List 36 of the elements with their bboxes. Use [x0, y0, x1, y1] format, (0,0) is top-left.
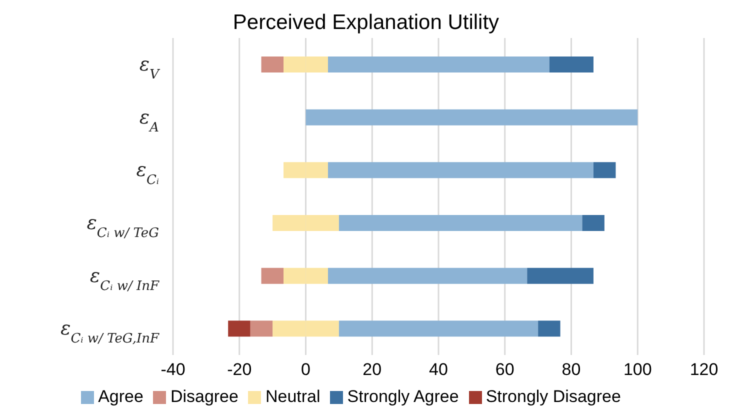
x-tick-label: 40: [429, 360, 448, 380]
bar: [328, 268, 528, 284]
x-tick-label: -20: [227, 360, 252, 380]
y-tick-label: ε$_{Cᵢ}$: [136, 159, 160, 188]
bar: [306, 109, 638, 126]
bar: [593, 162, 616, 178]
x-tick-label: 20: [362, 360, 382, 380]
legend-label: Neutral: [265, 387, 320, 406]
legend-label: Agree: [98, 387, 144, 406]
chart-title: Perceived Explanation Utility: [232, 10, 500, 36]
legend-label: Disagree: [170, 387, 238, 406]
bar: [328, 162, 594, 178]
x-tick-label: 0: [301, 360, 310, 380]
bar: [582, 214, 604, 231]
y-tick-label: ε$_{A}$: [139, 106, 159, 135]
bar: [328, 56, 550, 72]
bar: [538, 320, 560, 337]
x-tick-label: 100: [623, 360, 652, 380]
bar: [549, 56, 594, 72]
bar: [250, 320, 273, 337]
bar: [338, 320, 538, 337]
bar: [527, 268, 594, 284]
y-tick-label: ε$_{Cᵢ w/ TeG,InF}$: [60, 318, 160, 346]
y-tick-label: ε$_{Cᵢ w/ InF}$: [90, 264, 160, 294]
bar: [261, 268, 284, 284]
x-tick-label: 60: [495, 360, 514, 380]
x-tick-label: 80: [562, 360, 581, 380]
legend-label: Strongly Agree: [347, 387, 459, 406]
x-tick-label: -40: [160, 360, 186, 380]
y-tick-label: ε$_{V}$: [139, 53, 161, 82]
legend-label: Strongly Disagree: [486, 387, 621, 406]
bar: [261, 56, 284, 72]
bar: [228, 320, 250, 337]
x-tick-label: 120: [690, 360, 718, 380]
bar: [338, 214, 582, 231]
y-tick-label: ε$_{Cᵢ w/ TeG}$: [86, 212, 159, 240]
